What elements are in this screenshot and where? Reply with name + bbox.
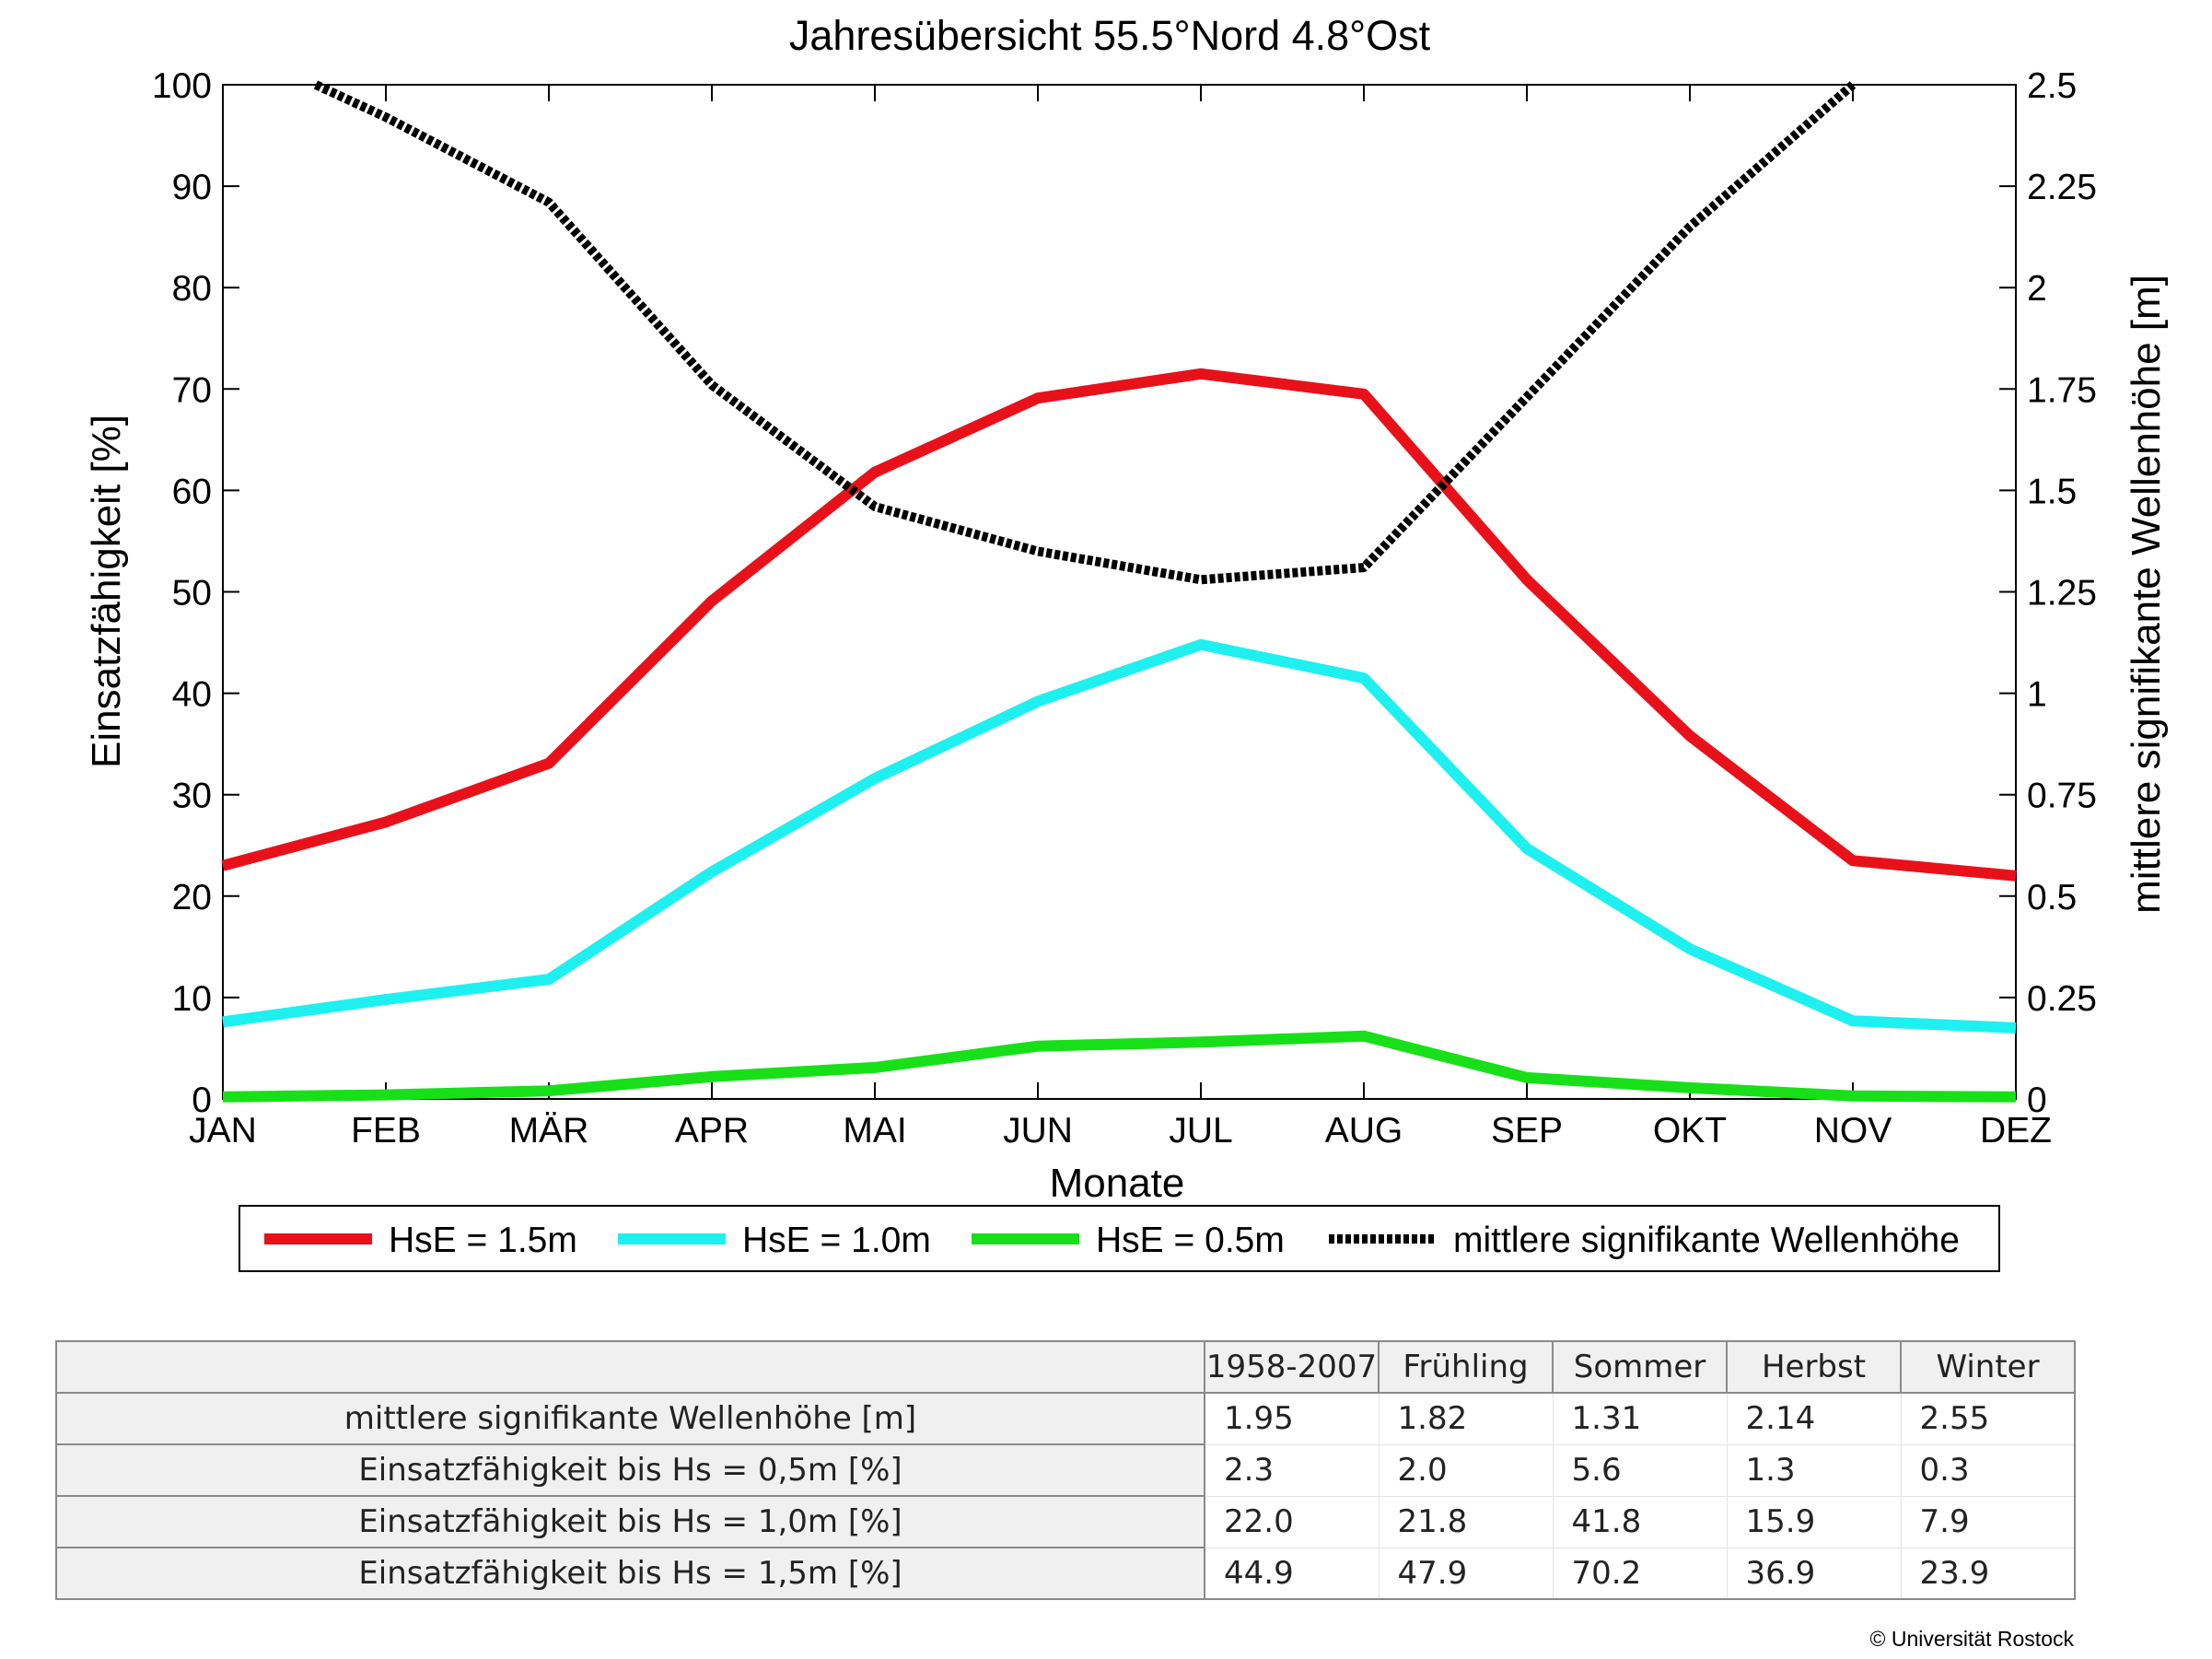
- table-cell: 44.9: [1205, 1548, 1380, 1600]
- row-label: mittlere signifikante Wellenhöhe [m]: [55, 1392, 1205, 1445]
- x-tick-label: JUL: [1169, 1111, 1232, 1151]
- y2-axis-label: mittlere signifikante Wellenhöhe [m]: [2124, 275, 2169, 914]
- x-tick-label: FEB: [351, 1111, 421, 1151]
- table-cell: 23.9: [1901, 1548, 2076, 1600]
- column-header: Herbst: [1726, 1340, 1902, 1394]
- table-cell: 21.8: [1379, 1496, 1554, 1548]
- copyright-notice: © Universität Rostock: [1869, 1627, 2074, 1651]
- series-line-1: [221, 368, 2017, 882]
- row-label: Einsatzfähigkeit bis Hs = 1,5m [%]: [55, 1547, 1205, 1600]
- x-tick-label: NOV: [1814, 1111, 1892, 1151]
- table-cell: 1.95: [1205, 1393, 1380, 1445]
- column-header: Winter: [1900, 1340, 2076, 1394]
- row-label: Einsatzfähigkeit bis Hs = 1,0m [%]: [55, 1495, 1205, 1548]
- table-row: Einsatzfähigkeit bis Hs = 1,0m [%] 22.0 …: [55, 1495, 2076, 1548]
- legend-label-1: HsE = 1.5m: [389, 1221, 577, 1260]
- y-tick-label: 10: [172, 979, 212, 1019]
- series-lines: [221, 80, 2017, 1103]
- y2-tick-label: 0: [2027, 1081, 2047, 1120]
- x-tick-label: JAN: [189, 1111, 257, 1151]
- y-tick-label: 40: [172, 675, 212, 715]
- column-header: Frühling: [1378, 1340, 1554, 1394]
- table-cell: 0.3: [1901, 1444, 2076, 1497]
- tick-marks: [222, 84, 2017, 1100]
- y-tick-label: 70: [172, 370, 212, 410]
- table-cell: 1.3: [1727, 1444, 1902, 1497]
- table-cell: 2.0: [1379, 1444, 1554, 1497]
- legend-frame: [239, 1205, 2000, 1272]
- table-cell: 2.14: [1727, 1393, 1902, 1445]
- legend-label-2: HsE = 1.0m: [742, 1221, 931, 1260]
- plot-area-frame: [222, 84, 2017, 1100]
- y2-tick-label: 1.25: [2027, 574, 2097, 613]
- row-label: Einsatzfähigkeit bis Hs = 0,5m [%]: [55, 1443, 1205, 1497]
- y2-tick-label: 0.25: [2027, 979, 2097, 1019]
- y-tick-label: 30: [172, 777, 212, 816]
- y-tick-label: 60: [172, 472, 212, 511]
- y2-tick-label: 0.5: [2027, 878, 2077, 917]
- legend-label-4: mittlere signifikante Wellenhöhe: [1453, 1221, 1960, 1260]
- series-line-2: [222, 638, 2017, 1034]
- y-tick-label: 50: [172, 574, 212, 613]
- wave-chart: Jahresübersicht 55.5°Nord 4.8°Ost 010203…: [84, 12, 2169, 1272]
- legend-label-3: HsE = 0.5m: [1096, 1221, 1285, 1260]
- legend: HsE = 1.5m HsE = 1.0m HsE = 0.5m mittlere s…: [239, 1205, 2000, 1272]
- y2-tick-label: 1: [2027, 675, 2047, 715]
- table-cell: 2.55: [1901, 1393, 2076, 1445]
- y2-tick-label: 1.5: [2027, 472, 2077, 511]
- x-tick-label: SEP: [1491, 1111, 1563, 1151]
- y2-tick-label: 2.5: [2027, 66, 2077, 106]
- column-header: 1958-2007: [1204, 1340, 1380, 1394]
- y2-tick-label: 2.25: [2027, 168, 2097, 207]
- table-cell: 22.0: [1205, 1496, 1380, 1548]
- y-axis-label: Einsatzfähigkeit [%]: [84, 415, 129, 768]
- series-line-3: [222, 1030, 2017, 1103]
- x-tick-label: OKT: [1653, 1111, 1727, 1151]
- y-tick-label: 90: [172, 168, 212, 207]
- table-cell: 1.31: [1553, 1393, 1728, 1445]
- table-header-row: 1958-2007 Frühling Sommer Herbst Winter: [55, 1340, 2076, 1394]
- y2-tick-label: 0.75: [2027, 777, 2097, 816]
- table-cell: 70.2: [1553, 1548, 1728, 1600]
- x-tick-label: AUG: [1325, 1111, 1403, 1151]
- x-axis-label: Monate: [1050, 1161, 1185, 1206]
- table-row: Einsatzfähigkeit bis Hs = 1,5m [%] 44.9 …: [55, 1547, 2076, 1600]
- x-tick-label: APR: [675, 1111, 749, 1151]
- y-tick-label: 20: [172, 878, 212, 917]
- table-cell: 2.3: [1205, 1444, 1380, 1497]
- table-cell: 15.9: [1727, 1496, 1902, 1548]
- x-tick-label: DEZ: [1980, 1111, 2052, 1151]
- table-row: mittlere signifikante Wellenhöhe [m] 1.9…: [55, 1392, 2076, 1445]
- table-cell: 36.9: [1727, 1548, 1902, 1600]
- column-header: Sommer: [1552, 1340, 1728, 1394]
- y-tick-label: 0: [192, 1081, 212, 1120]
- table-corner-cell: [55, 1340, 1205, 1394]
- y-tick-label: 80: [172, 269, 212, 309]
- table-cell: 41.8: [1553, 1496, 1728, 1548]
- x-tick-label: JUN: [1003, 1111, 1073, 1151]
- y2-tick-label: 2: [2027, 269, 2047, 309]
- x-tick-label: MÄR: [509, 1111, 589, 1151]
- tick-labels: 0 10 20 30 40 50 60 70 80 90 100 0 0.25 0.5 0.75 1 1.25 1…: [152, 66, 2097, 1151]
- statistics-table: 1958-2007 Frühling Sommer Herbst Winter …: [55, 1340, 2076, 1600]
- table-cell: 1.82: [1379, 1393, 1554, 1445]
- table-cell: 47.9: [1379, 1548, 1554, 1600]
- chart-title: Jahresübersicht 55.5°Nord 4.8°Ost: [789, 12, 1431, 59]
- table-row: Einsatzfähigkeit bis Hs = 0,5m [%] 2.3 2…: [55, 1443, 2076, 1497]
- table-cell: 5.6: [1553, 1444, 1728, 1497]
- x-tick-label: MAI: [843, 1111, 906, 1151]
- table-cell: 7.9: [1901, 1496, 2076, 1548]
- y2-tick-label: 1.75: [2027, 370, 2097, 410]
- series-line-4: [313, 80, 1857, 585]
- y-tick-label: 100: [152, 66, 212, 106]
